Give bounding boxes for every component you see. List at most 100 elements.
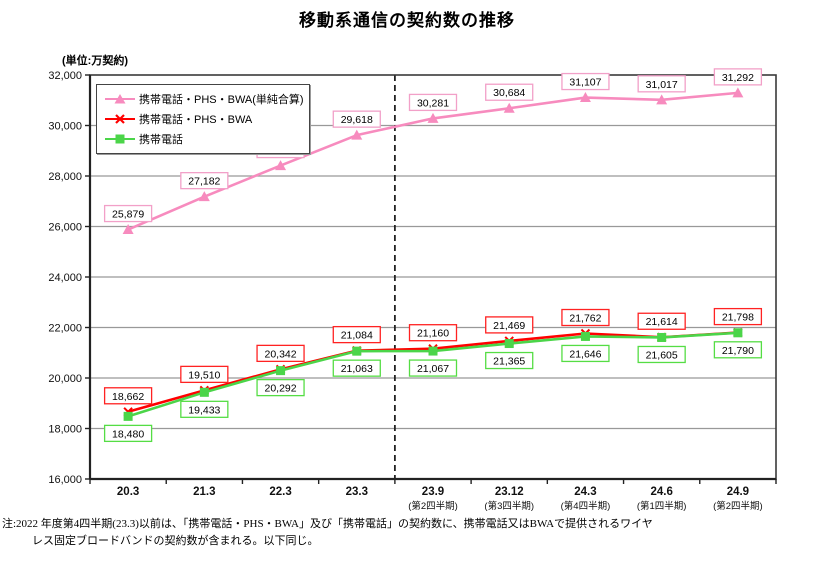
- square-marker-icon: [123, 411, 133, 421]
- data-label: 21,063: [341, 363, 373, 375]
- x-tick-label: 24.3: [574, 486, 596, 498]
- y-tick-label: 30,000: [48, 121, 82, 133]
- data-label-box: [103, 204, 153, 223]
- data-label: 21,790: [722, 345, 754, 357]
- y-tick-label: 22,000: [48, 323, 82, 335]
- data-label: 18,662: [112, 391, 144, 403]
- data-label-box: [180, 172, 229, 190]
- data-label: 31,292: [722, 72, 754, 84]
- y-tick-label: 24,000: [48, 272, 82, 284]
- data-label-box: [332, 359, 381, 377]
- data-label: 29,618: [341, 114, 373, 126]
- square-marker-icon: [105, 133, 135, 145]
- x-tick-sublabel: (第2四半期): [713, 500, 763, 512]
- y-tick-label: 18,000: [48, 424, 82, 436]
- data-label-box: [561, 308, 610, 327]
- data-label-box: [637, 75, 686, 93]
- legend-item: 携帯電話・PHS・BWA(単純合算): [105, 90, 304, 107]
- square-marker-icon: [580, 331, 590, 341]
- data-label: 31,017: [646, 79, 678, 91]
- data-label: 21,762: [569, 313, 601, 325]
- x-tick-sublabel: (第2四半期): [408, 500, 458, 512]
- data-label: 19,433: [188, 404, 220, 416]
- triangle-marker-icon: [198, 191, 210, 202]
- data-label-box: [408, 93, 458, 112]
- data-label: 21,605: [646, 349, 678, 361]
- data-label: 19,510: [188, 369, 220, 381]
- data-label: 21,469: [493, 320, 525, 332]
- y-tick-label: 28,000: [48, 171, 82, 183]
- triangle-marker-icon: [732, 87, 744, 98]
- data-label: 25,879: [112, 209, 144, 221]
- data-label-box: [713, 341, 763, 359]
- data-label-box: [180, 365, 229, 384]
- data-label-box: [408, 324, 458, 342]
- data-label-box: [561, 344, 610, 363]
- data-label-box: [103, 424, 153, 443]
- triangle-marker-icon: [351, 129, 363, 140]
- x-tick-label: 20.3: [117, 486, 139, 498]
- x-tick-label: 23.3: [346, 486, 368, 498]
- legend-label: 携帯電話・PHS・BWA: [139, 113, 253, 126]
- data-label-box: [332, 110, 381, 128]
- x-tick-label: 22.3: [269, 486, 291, 498]
- y-tick-label: 26,000: [48, 222, 82, 234]
- legend-label: 携帯電話・PHS・BWA(単純合算): [139, 93, 304, 106]
- square-marker-icon: [352, 346, 362, 356]
- triangle-marker-icon: [122, 224, 134, 235]
- x-tick-label: 24.9: [727, 486, 749, 498]
- x-marker-icon: [105, 113, 135, 125]
- data-label: 20,342: [264, 348, 296, 360]
- data-label-box: [485, 83, 534, 101]
- data-label: 27,182: [188, 176, 220, 188]
- square-marker-icon: [428, 346, 438, 356]
- data-label: 21,646: [569, 348, 601, 360]
- data-label-box: [713, 307, 763, 326]
- x-tick-sublabel: (第1四半期): [637, 500, 687, 512]
- data-label: 21,067: [417, 363, 449, 375]
- legend-item: 携帯電話・PHS・BWA: [105, 110, 301, 127]
- data-label: 31,107: [569, 77, 601, 89]
- data-label: 21,084: [341, 330, 373, 342]
- data-label-box: [637, 312, 686, 330]
- page-title: 移動系通信の契約数の推移: [299, 11, 515, 30]
- data-label: 21,160: [417, 328, 449, 340]
- data-label-box: [103, 387, 153, 405]
- data-label: 18,480: [112, 428, 144, 440]
- x-tick-label: 23.12: [495, 486, 524, 498]
- triangle-marker-icon: [579, 92, 591, 103]
- x-tick-label: 23.9: [422, 486, 444, 498]
- data-label-box: [485, 351, 534, 370]
- data-label: 21,798: [722, 312, 754, 324]
- footnote-line1: 注:2022 年度第4四半期(23.3)以前は、「携帯電話・PHS・BWA」及び…: [2, 518, 653, 530]
- data-label-box: [637, 345, 686, 364]
- x-tick-label: 21.3: [193, 486, 215, 498]
- x-tick-label: 24.6: [650, 486, 672, 498]
- triangle-marker-icon: [105, 93, 135, 105]
- square-marker-icon: [657, 332, 667, 342]
- x-tick-sublabel: (第4四半期): [561, 500, 611, 512]
- data-label-box: [561, 72, 610, 91]
- y-tick-label: 20,000: [48, 373, 82, 385]
- triangle-marker-icon: [275, 160, 287, 171]
- triangle-marker-icon: [656, 94, 668, 105]
- y-tick-label: 16,000: [48, 474, 82, 486]
- data-label: 21,365: [493, 356, 525, 368]
- unit-label: (単位:万契約): [62, 55, 128, 67]
- data-label-box: [485, 316, 534, 334]
- y-tick-label: 32,000: [48, 70, 82, 82]
- triangle-marker-icon: [427, 112, 439, 123]
- footnote-line2: レス固定ブロードバンドの契約数が含まれる。以下同じ。: [32, 535, 319, 548]
- data-label-box: [713, 68, 763, 86]
- data-label: 30,684: [493, 87, 525, 99]
- square-marker-icon: [276, 366, 286, 376]
- triangle-marker-icon: [503, 102, 515, 113]
- data-label-box: [256, 344, 305, 363]
- data-label-box: [332, 325, 381, 344]
- square-marker-icon: [733, 328, 743, 338]
- data-label: 30,281: [417, 97, 449, 109]
- square-marker-icon: [504, 339, 514, 349]
- data-label-box: [180, 400, 229, 418]
